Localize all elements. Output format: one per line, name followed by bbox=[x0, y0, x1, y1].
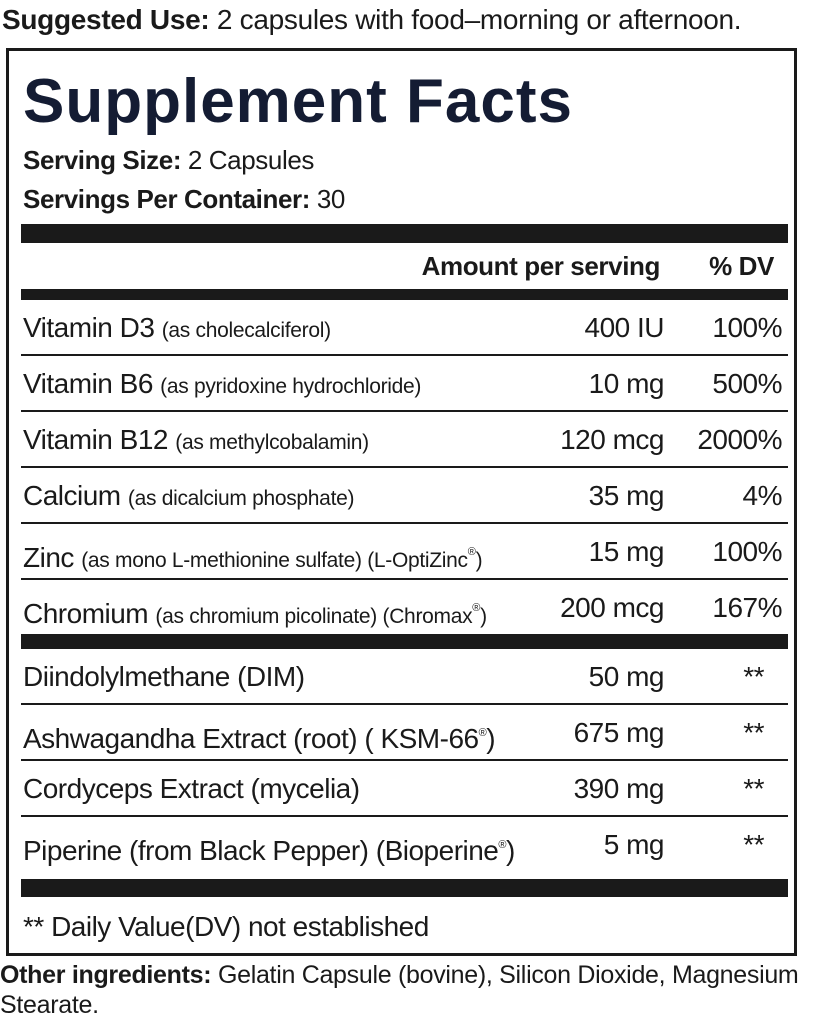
serving-size-label: Serving Size: bbox=[23, 145, 182, 175]
nutrient-name: Vitamin B12 (as methylcobalamin) bbox=[23, 424, 369, 455]
nutrient-name: Chromium (as chromium picolinate) (Chrom… bbox=[23, 598, 487, 629]
ingredient-dv: ** bbox=[743, 829, 764, 860]
header-dv: % DV bbox=[709, 251, 774, 281]
panel-title: Supplement Facts bbox=[23, 67, 573, 136]
ingredient-amount: 50 mg bbox=[588, 661, 665, 692]
suggested-use: Suggested Use: 2 capsules with food–morn… bbox=[2, 0, 813, 40]
suggested-use-text: 2 capsules with food–morning or afternoo… bbox=[209, 4, 742, 35]
nutrient-dv: 2000% bbox=[697, 424, 782, 455]
header-amount: Amount per serving bbox=[421, 251, 661, 281]
divider-thick bbox=[21, 879, 788, 897]
divider-thick bbox=[21, 289, 788, 300]
nutrient-name: Zinc (as mono L-methionine sulfate) (L-O… bbox=[23, 542, 483, 573]
suggested-use-label: Suggested Use: bbox=[2, 4, 210, 35]
registered-mark: ® bbox=[467, 546, 476, 558]
nutrient-row: Calcium (as dicalcium phosphate) 35 mg 4… bbox=[21, 468, 788, 524]
ingredient-dv: ** bbox=[743, 773, 764, 804]
nutrient-row: Vitamin D3 (as cholecalciferol) 400 IU 1… bbox=[21, 300, 788, 356]
nutrient-dv: 100% bbox=[712, 312, 782, 343]
nutrient-name: Vitamin D3 (as cholecalciferol) bbox=[23, 312, 331, 343]
nutrient-name: Vitamin B6 (as pyridoxine hydrochloride) bbox=[23, 368, 422, 399]
servings-per-container-label: Servings Per Container: bbox=[23, 184, 310, 214]
nutrient-row: Zinc (as mono L-methionine sulfate) (L-O… bbox=[21, 524, 788, 580]
serving-size: Serving Size: 2 Capsules bbox=[23, 144, 314, 176]
ingredient-amount: 675 mg bbox=[573, 717, 665, 748]
nutrient-dv: 4% bbox=[742, 480, 783, 511]
ingredient-row: Cordyceps Extract (mycelia) 390 mg ** bbox=[21, 761, 788, 817]
registered-mark: ® bbox=[472, 602, 481, 614]
ingredient-dv: ** bbox=[743, 717, 764, 748]
nutrient-amount: 200 mcg bbox=[560, 592, 664, 623]
nutrient-row: Chromium (as chromium picolinate) (Chrom… bbox=[21, 580, 788, 636]
supplement-facts-panel: Supplement Facts Serving Size: 2 Capsule… bbox=[6, 48, 797, 956]
nutrient-amount: 400 IU bbox=[584, 312, 665, 343]
serving-size-value: 2 Capsules bbox=[181, 145, 314, 175]
ingredient-row: Diindolylmethane (DIM) 50 mg ** bbox=[21, 649, 788, 705]
nutrient-dv: 500% bbox=[712, 368, 782, 399]
nutrient-dv: 167% bbox=[712, 592, 782, 623]
nutrient-dv: 100% bbox=[712, 536, 782, 567]
ingredient-row: Piperine (from Black Pepper) (Bioperine®… bbox=[21, 817, 788, 873]
nutrient-amount: 10 mg bbox=[588, 368, 665, 399]
servings-per-container-value: 30 bbox=[310, 184, 346, 214]
nutrient-row: Vitamin B12 (as methylcobalamin) 120 mcg… bbox=[21, 412, 788, 468]
nutrient-amount: 35 mg bbox=[588, 480, 665, 511]
nutrient-row: Vitamin B6 (as pyridoxine hydrochloride)… bbox=[21, 356, 788, 412]
divider-thick bbox=[21, 634, 788, 649]
registered-mark: ® bbox=[498, 839, 506, 851]
ingredient-amount: 390 mg bbox=[573, 773, 665, 804]
nutrient-amount: 15 mg bbox=[588, 536, 665, 567]
ingredient-name: Cordyceps Extract (mycelia) bbox=[23, 773, 360, 804]
other-ingredients-text: Gelatin Capsule (bovine), Silicon Dioxid… bbox=[0, 961, 799, 1019]
divider-thick bbox=[21, 224, 788, 243]
ingredient-name: Diindolylmethane (DIM) bbox=[23, 661, 305, 692]
other-ingredients: Other ingredients: Gelatin Capsule (bovi… bbox=[0, 960, 812, 1024]
nutrient-amount: 120 mcg bbox=[560, 424, 664, 455]
servings-per-container: Servings Per Container: 30 bbox=[23, 183, 345, 215]
nutrient-name: Calcium (as dicalcium phosphate) bbox=[23, 480, 355, 511]
footnote: ** Daily Value(DV) not established bbox=[23, 911, 429, 942]
ingredient-row: Ashwagandha Extract (root) ( KSM-66®) 67… bbox=[21, 705, 788, 761]
ingredient-name: Piperine (from Black Pepper) (Bioperine®… bbox=[23, 835, 515, 866]
registered-mark: ® bbox=[478, 727, 487, 739]
ingredient-amount: 5 mg bbox=[603, 829, 665, 860]
ingredient-name: Ashwagandha Extract (root) ( KSM-66®) bbox=[23, 723, 496, 754]
ingredient-dv: ** bbox=[743, 661, 764, 692]
other-ingredients-label: Other ingredients: bbox=[0, 961, 212, 989]
